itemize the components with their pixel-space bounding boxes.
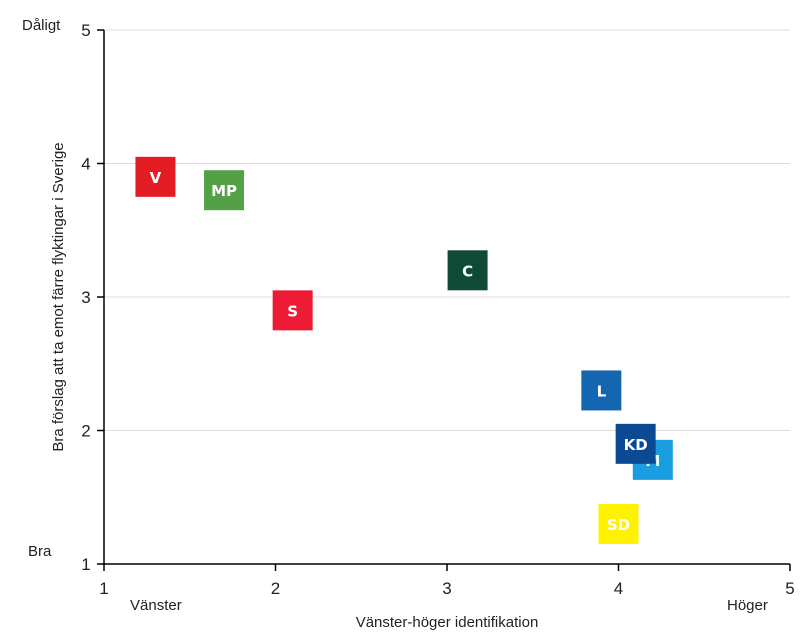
party-marker-box — [204, 170, 245, 211]
party-marker-c: C — [447, 250, 488, 291]
party-marker-sd: SD — [598, 503, 639, 544]
y-tick-label: 2 — [81, 422, 90, 441]
party-marker-box — [581, 370, 622, 411]
y-tick-label: 5 — [81, 21, 90, 40]
party-marker-box — [272, 290, 313, 331]
party-marker-label: MP — [211, 182, 237, 200]
grid — [104, 29, 790, 431]
y-tick-label: 1 — [81, 555, 90, 574]
y-tick-label: 4 — [81, 155, 90, 174]
y-tick-label: 3 — [81, 288, 90, 307]
party-marker-label: C — [462, 262, 473, 280]
party-marker-v: V — [135, 156, 176, 197]
party-marker-s: S — [272, 290, 313, 331]
party-marker-box — [135, 156, 176, 197]
data-points: VMPSCLMKDSD — [135, 156, 673, 544]
party-marker-label: SD — [607, 516, 630, 534]
y-end-label-bottom: Bra — [28, 543, 52, 560]
party-marker-label: L — [597, 382, 607, 400]
party-marker-box — [447, 250, 488, 291]
x-tick-label: 2 — [271, 579, 280, 598]
party-marker-label: V — [150, 169, 162, 187]
party-marker-box — [615, 423, 656, 464]
party-marker-box — [598, 503, 639, 544]
y-end-label-top: Dåligt — [22, 17, 61, 34]
x-tick-label: 4 — [614, 579, 623, 598]
x-tick-label: 5 — [785, 579, 794, 598]
ticks: 1 2 3 4 5 1 2 3 4 5 — [81, 21, 794, 598]
y-axis-title: Bra förslag att ta emot färre flyktingar… — [50, 142, 67, 451]
x-tick-label: 1 — [99, 579, 108, 598]
party-marker-mp: MP — [204, 170, 245, 211]
party-marker-label: S — [287, 302, 298, 320]
party-marker-l: L — [581, 370, 622, 411]
x-tick-label: 3 — [442, 579, 451, 598]
x-end-label-right: Höger — [727, 597, 768, 614]
party-marker-kd: KD — [615, 423, 656, 464]
party-marker-label: KD — [624, 436, 648, 454]
x-end-label-left: Vänster — [130, 597, 182, 614]
x-axis-title: Vänster-höger identifikation — [356, 614, 539, 631]
